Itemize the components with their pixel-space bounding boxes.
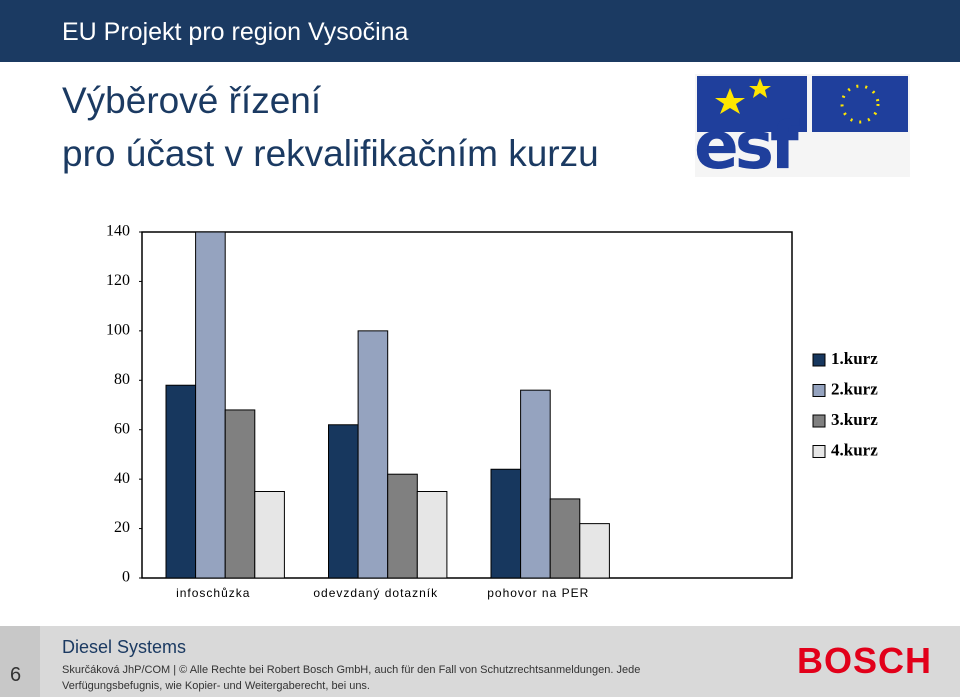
heading: Výběrové řízení xyxy=(62,80,322,121)
y-tick-label: 60 xyxy=(114,420,130,437)
x-tick-label: pohovor na PER xyxy=(487,586,589,600)
legend-label: 3.kurz xyxy=(831,410,878,429)
bar xyxy=(254,491,285,579)
bar xyxy=(387,473,418,579)
legend-swatch xyxy=(812,414,826,428)
bar xyxy=(520,389,551,579)
bar xyxy=(328,424,359,579)
legend: 1.kurz 2.kurz 3.kurz 4.kurz xyxy=(812,349,878,459)
footer-strip xyxy=(0,626,40,697)
x-tick-label: infoschůzka xyxy=(176,586,250,600)
legend-label: 4.kurz xyxy=(831,440,878,459)
esf-logo: esf xyxy=(694,74,910,184)
legend-label: 2.kurz xyxy=(831,379,878,398)
bar xyxy=(490,468,522,579)
y-tick-label: 100 xyxy=(106,322,130,339)
copyright: Skurčáková JhP/COM | © Alle Rechte bei R… xyxy=(62,664,641,692)
brand: BOSCH xyxy=(797,640,933,681)
bar xyxy=(224,409,256,579)
heading: pro účast v rekvalifikačním kurzu xyxy=(62,133,599,174)
y-tick-label: 0 xyxy=(122,569,130,586)
bar xyxy=(579,523,610,579)
bar xyxy=(165,384,197,579)
logo-text: esf xyxy=(694,107,800,184)
header-title: EU Projekt pro region Vysočina xyxy=(62,18,409,46)
bar xyxy=(195,231,226,579)
y-tick-label: 140 xyxy=(106,223,130,240)
y-tick-label: 120 xyxy=(106,272,130,289)
y-tick-label: 40 xyxy=(114,470,130,487)
x-tick-label: odevzdaný dotazník xyxy=(313,586,438,600)
bar xyxy=(357,330,389,579)
legend-swatch xyxy=(812,445,826,458)
header-bar xyxy=(0,0,960,62)
bar xyxy=(549,498,581,579)
legend-swatch xyxy=(812,353,826,367)
page-number: 6 xyxy=(10,664,22,686)
y-tick-label: 20 xyxy=(114,519,130,536)
legend-label: 1.kurz xyxy=(831,349,878,368)
legend-swatch xyxy=(812,384,826,397)
bar xyxy=(416,491,448,579)
y-tick-label: 80 xyxy=(114,371,130,388)
division: Diesel Systems xyxy=(62,637,187,657)
footer xyxy=(0,626,960,697)
